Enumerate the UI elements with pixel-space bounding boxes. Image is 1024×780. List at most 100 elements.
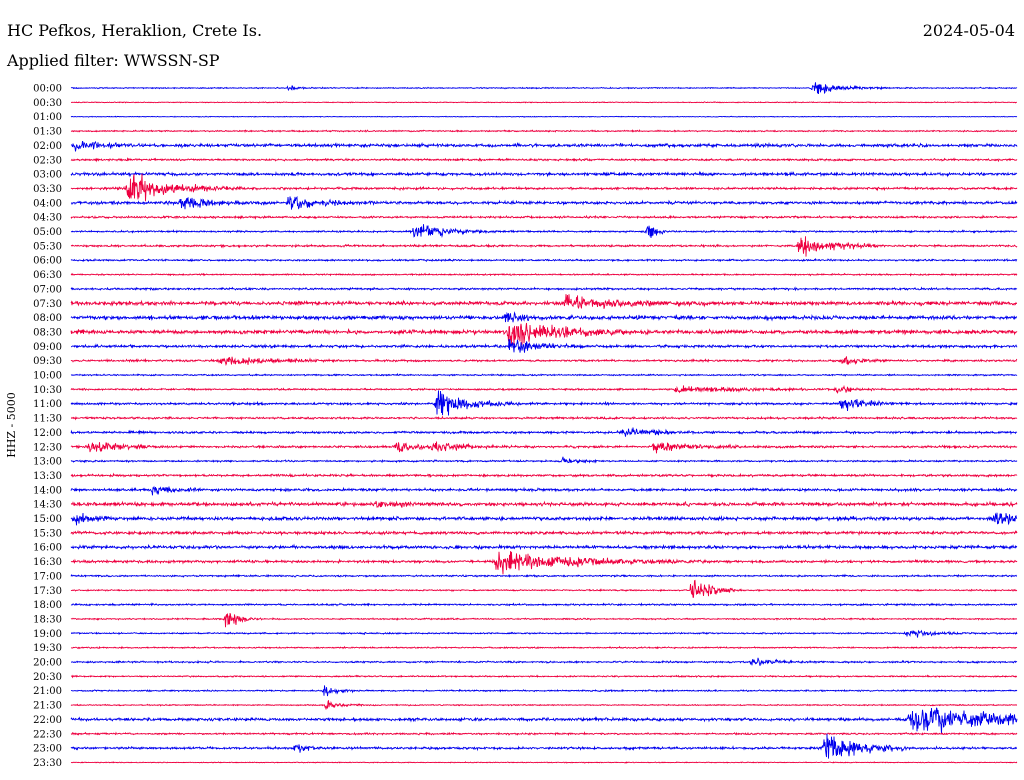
seismic-trace <box>70 214 1018 220</box>
time-label: 13:30 <box>33 471 62 482</box>
seismic-trace <box>70 629 1018 638</box>
seismic-trace <box>70 294 1018 310</box>
time-label: 00:00 <box>33 84 62 95</box>
time-label: 15:30 <box>33 528 62 539</box>
seismic-trace <box>70 322 1018 345</box>
seismic-trace <box>70 257 1018 263</box>
seismic-trace <box>70 731 1018 737</box>
time-label: 05:30 <box>33 241 62 252</box>
time-label: 09:00 <box>33 342 62 353</box>
time-label: 22:00 <box>33 715 62 726</box>
seismic-trace <box>70 685 1018 697</box>
seismic-trace <box>70 390 1018 416</box>
time-label: 08:00 <box>33 313 62 324</box>
time-label: 20:30 <box>33 672 62 683</box>
channel-axis-label: HHZ - 5000 <box>5 392 18 458</box>
time-label: 11:30 <box>33 414 62 425</box>
time-label: 02:30 <box>33 155 62 166</box>
seismic-trace <box>70 195 1018 210</box>
seismic-trace <box>70 356 1018 366</box>
time-label: 06:00 <box>33 256 62 267</box>
time-label: 10:30 <box>33 385 62 396</box>
seismic-trace <box>70 657 1018 666</box>
seismic-trace <box>70 529 1018 537</box>
seismic-trace <box>70 485 1018 496</box>
seismic-trace <box>70 384 1018 394</box>
seismic-trace <box>70 224 1018 238</box>
time-label: 12:30 <box>33 442 62 453</box>
seismic-trace <box>70 733 1018 759</box>
time-label: 11:00 <box>33 399 62 410</box>
time-label: 08:30 <box>33 327 62 338</box>
seismic-trace <box>70 700 1018 710</box>
seismic-trace <box>70 272 1018 277</box>
seismic-trace <box>70 415 1018 421</box>
time-label: 07:00 <box>33 284 62 295</box>
seismic-trace <box>70 456 1018 465</box>
seismic-trace <box>70 140 1018 152</box>
time-label: 21:00 <box>33 686 62 697</box>
time-label: 12:00 <box>33 428 62 439</box>
time-label: 13:00 <box>33 457 62 468</box>
seismic-trace <box>70 645 1018 650</box>
time-label: 23:30 <box>33 758 62 769</box>
time-label: 16:00 <box>33 543 62 554</box>
time-label: 06:30 <box>33 270 62 281</box>
seismic-trace <box>70 707 1018 735</box>
seismic-trace <box>70 579 1018 598</box>
time-label: 23:00 <box>33 744 62 755</box>
seismic-trace <box>70 573 1018 579</box>
time-label: 16:30 <box>33 557 62 568</box>
seismic-trace <box>70 551 1018 575</box>
seismic-trace <box>70 157 1018 163</box>
time-label: 09:30 <box>33 356 62 367</box>
seismic-trace <box>70 543 1018 551</box>
seismic-trace <box>70 674 1018 679</box>
time-label: 19:30 <box>33 643 62 654</box>
time-label: 04:00 <box>33 198 62 209</box>
seismic-trace <box>70 170 1018 178</box>
seismic-trace <box>70 602 1018 607</box>
seismic-trace <box>70 472 1018 479</box>
time-label: 07:30 <box>33 299 62 310</box>
time-label: 03:30 <box>33 184 62 195</box>
time-label: 02:00 <box>33 141 62 152</box>
time-label: 14:30 <box>33 500 62 511</box>
time-label: 17:30 <box>33 586 62 597</box>
filter-label: Applied filter: WWSSN-SP <box>7 51 220 70</box>
seismic-trace <box>70 129 1018 134</box>
seismic-trace <box>70 82 1018 95</box>
seismic-trace <box>70 101 1018 104</box>
seismic-trace <box>70 236 1018 257</box>
seismic-trace <box>70 338 1018 353</box>
seismic-trace <box>70 500 1018 508</box>
seismic-trace <box>70 311 1018 323</box>
time-label: 14:00 <box>33 485 62 496</box>
time-label: 19:00 <box>33 629 62 640</box>
seismic-trace <box>70 441 1018 454</box>
seismic-trace <box>70 286 1018 292</box>
time-label: 18:30 <box>33 614 62 625</box>
time-label: 22:30 <box>33 729 62 740</box>
time-label: 15:00 <box>33 514 62 525</box>
station-title: HC Pefkos, Heraklion, Crete Is. <box>7 21 263 40</box>
time-label: 01:30 <box>33 127 62 138</box>
seismic-trace <box>70 427 1018 437</box>
time-label: 10:00 <box>33 371 62 382</box>
time-label: 05:00 <box>33 227 62 238</box>
time-label: 21:30 <box>33 701 62 712</box>
seismic-trace <box>70 512 1018 526</box>
seismic-trace <box>70 372 1018 377</box>
time-label: 03:00 <box>33 170 62 181</box>
time-label: 18:00 <box>33 600 62 611</box>
date-label: 2024-05-04 <box>922 21 1015 40</box>
seismic-trace <box>70 173 1018 202</box>
seismic-trace <box>70 761 1018 764</box>
time-label: 00:30 <box>33 98 62 109</box>
seismic-trace <box>70 612 1018 628</box>
time-label: 01:00 <box>33 112 62 123</box>
time-label: 17:00 <box>33 571 62 582</box>
time-label: 20:00 <box>33 658 62 669</box>
seismic-trace <box>70 115 1018 118</box>
